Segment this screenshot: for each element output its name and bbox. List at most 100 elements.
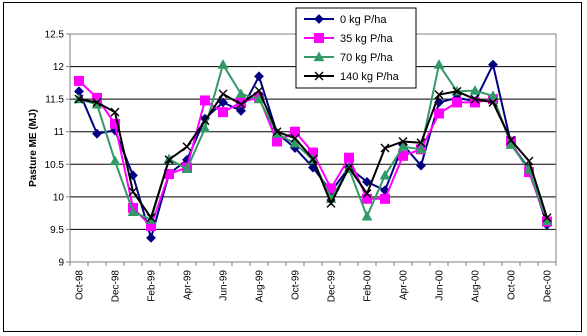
data-point — [109, 155, 121, 166]
y-tick-label: 11.5 — [45, 95, 64, 106]
data-point — [308, 154, 318, 164]
x-marker-stroke — [218, 89, 228, 99]
data-point — [110, 118, 120, 129]
data-point — [254, 86, 264, 96]
data-point — [146, 232, 156, 243]
data-point — [398, 150, 408, 161]
data-point — [452, 97, 462, 108]
legend-marker — [313, 51, 325, 62]
data-point — [127, 206, 139, 216]
data-point — [254, 71, 264, 82]
data-point — [289, 137, 301, 148]
x-tick-label: Oct-99 — [291, 270, 302, 300]
x-marker-stroke — [182, 142, 192, 152]
x-marker-stroke — [380, 143, 390, 153]
x-tick-label: Jun-99 — [219, 270, 230, 301]
x-marker-stroke — [506, 135, 516, 145]
series-4 — [74, 86, 552, 223]
x-marker-stroke — [344, 163, 354, 173]
y-tick-label: 11 — [54, 127, 65, 138]
data-point — [344, 152, 354, 163]
x-marker-stroke — [146, 213, 156, 223]
data-point — [506, 135, 516, 145]
legend-box — [295, 7, 417, 89]
data-point — [452, 86, 462, 96]
legend-marker — [314, 71, 324, 81]
data-point — [128, 170, 138, 181]
data-point — [380, 143, 390, 153]
x-marker-stroke — [524, 156, 534, 166]
x-marker-stroke — [308, 154, 318, 164]
data-point — [362, 176, 372, 187]
x-tick-label: Dec-98 — [111, 270, 122, 303]
data-point — [199, 122, 211, 133]
legend-marker — [314, 33, 324, 43]
data-point — [470, 97, 480, 108]
data-point — [182, 142, 192, 152]
x-tick-label: Aug-99 — [255, 270, 266, 303]
data-point — [74, 75, 84, 86]
data-series — [73, 59, 553, 243]
data-point — [146, 213, 156, 223]
x-marker-stroke — [164, 155, 174, 165]
data-point — [326, 198, 336, 208]
data-point — [235, 88, 247, 99]
data-point — [434, 108, 444, 119]
x-marker-stroke — [470, 94, 480, 104]
chart-frame — [3, 2, 582, 332]
data-point — [92, 97, 102, 107]
data-point — [415, 143, 427, 154]
data-point — [398, 136, 408, 146]
legend-item: 35 kg P/ha — [304, 33, 393, 45]
legend: 0 kg P/ha 35 kg P/ha 70 kg P/ha 140 kg P/ha — [295, 7, 417, 89]
data-point — [218, 89, 228, 99]
data-point — [200, 116, 210, 126]
y-axis-label: Pasture ME (MJ) — [28, 109, 39, 187]
y-tick-label: 12.5 — [45, 30, 65, 41]
data-point — [524, 156, 534, 166]
data-point — [128, 187, 138, 197]
x-marker-stroke — [290, 133, 300, 143]
data-point — [92, 128, 102, 139]
legend-label: 140 kg P/ha — [340, 71, 400, 83]
data-point — [416, 160, 426, 171]
data-point — [218, 107, 228, 118]
x-marker-stroke — [74, 94, 84, 104]
data-point — [362, 189, 372, 199]
x-tick-label: Dec-99 — [327, 270, 338, 303]
data-point — [416, 138, 426, 148]
data-point — [397, 141, 409, 151]
data-point — [379, 169, 391, 180]
x-tick-label: Jun-00 — [435, 270, 446, 301]
legend-item: 140 kg P/ha — [304, 71, 400, 83]
legend-item: 70 kg P/ha — [304, 51, 393, 64]
data-point — [433, 59, 445, 69]
x-marker-stroke — [236, 99, 246, 109]
legend-label: 70 kg P/ha — [340, 52, 393, 64]
legend-item: 0 kg P/ha — [304, 14, 387, 26]
x-marker-stroke — [128, 187, 138, 197]
y-tick-label: 12 — [53, 62, 65, 73]
x-marker-stroke — [416, 138, 426, 148]
legend-label: 0 kg P/ha — [340, 14, 387, 26]
x-marker-stroke — [542, 213, 552, 223]
data-point — [434, 90, 444, 100]
x-tick-label: Apr-00 — [399, 270, 410, 300]
x-tick-label: Oct-98 — [75, 270, 86, 300]
x-tick-label: Apr-99 — [183, 270, 194, 300]
data-point — [110, 107, 120, 117]
x-marker-stroke — [110, 107, 120, 117]
data-point — [290, 126, 300, 137]
data-point — [380, 193, 390, 204]
y-tick-label: 10 — [53, 192, 65, 203]
data-point — [218, 97, 228, 108]
x-tick-label: Dec-00 — [543, 270, 554, 303]
x-marker-stroke — [92, 97, 102, 107]
data-point — [542, 213, 552, 223]
data-point — [74, 94, 84, 104]
y-tick-label: 10.5 — [45, 160, 65, 171]
x-marker-stroke — [272, 127, 282, 137]
data-point — [181, 163, 193, 173]
x-marker-stroke — [398, 136, 408, 146]
data-point — [344, 163, 354, 173]
